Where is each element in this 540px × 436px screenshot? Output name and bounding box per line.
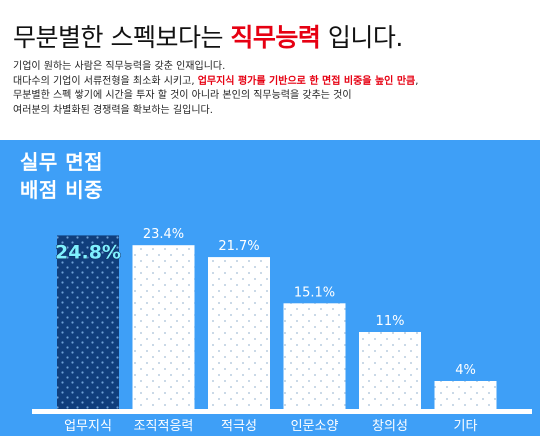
chart-title-line-2: 배점 비중 xyxy=(20,178,104,202)
value-label-2: 23.4% xyxy=(143,227,184,242)
bar-1 xyxy=(57,235,119,409)
category-label-1: 업무지식 xyxy=(64,419,112,434)
headline-text-after: 입니다. xyxy=(320,23,403,52)
value-label-1: 24.8% xyxy=(55,241,121,263)
bar-3 xyxy=(208,257,270,409)
chart-baseline xyxy=(32,409,532,414)
headline-text-before: 무분별한 스펙보다는 xyxy=(13,23,231,52)
value-label-6: 4% xyxy=(455,363,476,378)
bar-5 xyxy=(359,332,421,409)
description-line-4: 여러분의 차별화된 경쟁력을 확보하는 길입니다. xyxy=(13,104,213,116)
description-line-2-after: , xyxy=(415,75,419,87)
bar-6 xyxy=(434,381,497,409)
category-label-5: 창의성 xyxy=(372,419,408,434)
chart-title: 실무 면접 배점 비중 xyxy=(20,148,103,204)
bar-2 xyxy=(132,245,195,409)
header-area: 무분별한 스펙보다는 직무능력 입니다. 기업이 원하는 사람은 직무능력을 갖… xyxy=(0,0,540,140)
description-line-2: 대다수의 기업이 서류전형을 최소화 시키고, 업무지식 평가를 기반으로 한 … xyxy=(13,75,418,90)
headline: 무분별한 스펙보다는 직무능력 입니다. xyxy=(13,18,403,54)
labels-group: 24.8% 업무지식 23.4% 조직적응력 21.7% 적극성 15.1% 인문소양 11% 창… xyxy=(55,227,478,434)
category-label-2: 조직적응력 xyxy=(134,419,194,434)
category-label-3: 적극성 xyxy=(221,419,257,434)
description-line-3: 무분별한 스펙 쌓기에 시간을 투자 할 것이 아니라 본인의 직무능력을 갖추… xyxy=(13,90,352,101)
chart-title-line-1: 실무 면접 xyxy=(20,150,104,174)
value-label-5: 11% xyxy=(376,314,405,329)
value-label-3: 21.7% xyxy=(218,239,259,254)
headline-highlight: 직무능력 xyxy=(230,23,321,52)
value-label-4: 15.1% xyxy=(294,285,335,300)
category-label-6: 기타 xyxy=(454,419,478,434)
description-line-2-before: 대다수의 기업이 서류전형을 최소화 시키고, xyxy=(13,75,198,87)
description-line-1: 기업이 원하는 사람은 직무능력을 갖춘 인재입니다. xyxy=(13,61,226,72)
bar-4 xyxy=(283,303,346,409)
bars-group xyxy=(57,235,497,409)
category-label-4: 인문소양 xyxy=(291,419,339,434)
description-paragraph: 기업이 원하는 사람은 직무능력을 갖춘 인재입니다. 대다수의 기업이 서류전… xyxy=(13,60,418,118)
description-line-2-highlight: 업무지식 평가를 기반으로 한 면접 비중을 높인 만큼 xyxy=(197,75,416,87)
